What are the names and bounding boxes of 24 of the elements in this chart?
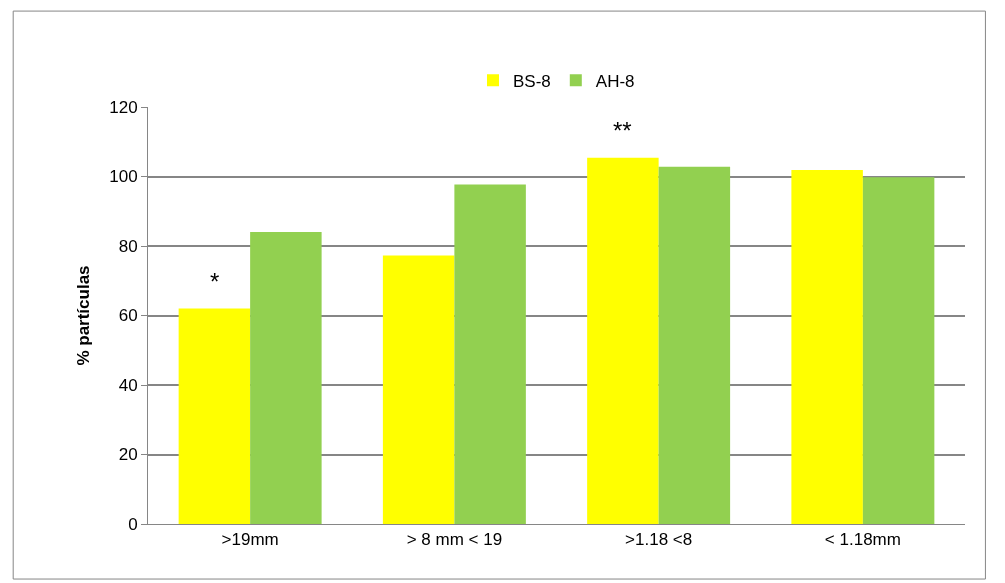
y-tick-label: 40 [118,375,138,395]
bar [862,177,935,524]
y-tick-label: 80 [118,236,138,256]
bar [382,255,455,524]
y-tick-label: 60 [118,306,138,326]
x-tick-label: >1.18 <8 [625,530,693,550]
y-axis-title: % partículas [73,265,93,366]
bar [658,166,731,524]
annotation: ** [613,117,632,144]
y-tick-label: 0 [128,514,138,534]
x-tick-label: >19mm [221,530,279,550]
legend-label: BS-8 [513,71,551,91]
x-tick-label: > 8 mm < 19 [406,530,503,550]
bar [791,169,863,524]
annotation: * [210,268,220,295]
y-tick-label: 20 [118,445,138,465]
bar [178,308,251,524]
y-tick-label: 120 [109,97,138,117]
x-tick-label: < 1.18mm [824,530,901,550]
legend-label: AH-8 [595,71,635,91]
bar [587,157,659,524]
bar [454,184,526,524]
y-tick-label: 100 [109,167,138,187]
bar [250,232,322,524]
